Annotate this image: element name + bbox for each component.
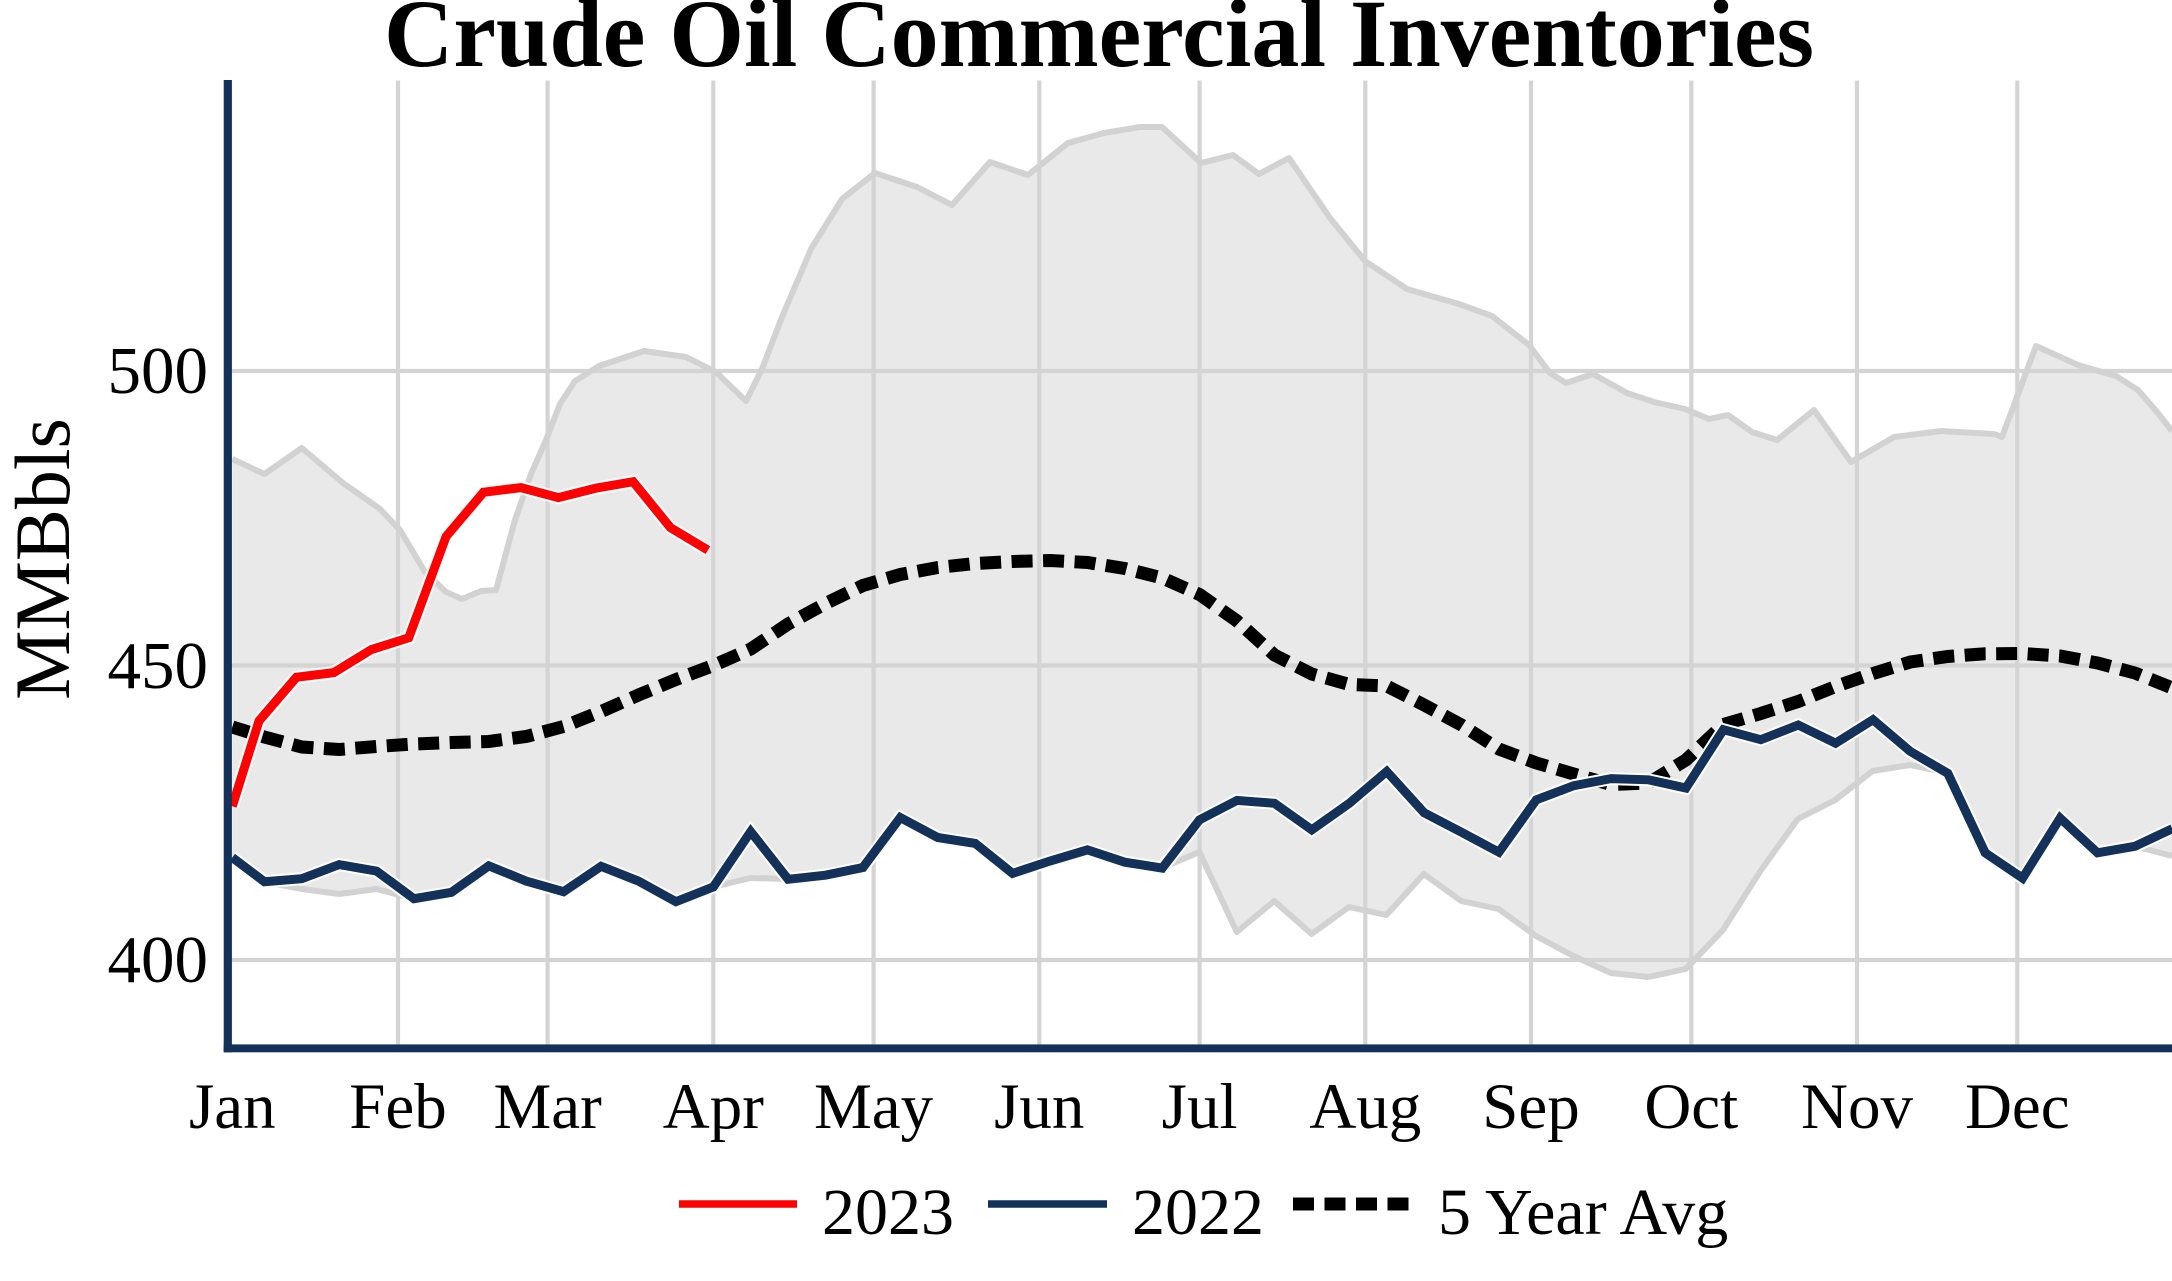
svg-text:2022: 2022: [1132, 1176, 1264, 1249]
svg-text:Sep: Sep: [1482, 1071, 1580, 1143]
svg-text:Jun: Jun: [994, 1071, 1084, 1143]
svg-text:400: 400: [108, 923, 209, 997]
svg-text:Jul: Jul: [1162, 1071, 1238, 1143]
svg-text:MMBbls: MMBbls: [0, 418, 86, 700]
svg-text:500: 500: [108, 334, 209, 408]
svg-text:450: 450: [108, 629, 209, 703]
svg-text:May: May: [814, 1071, 934, 1143]
svg-text:Crude Oil Commercial Inventori: Crude Oil Commercial Inventories: [384, 0, 1814, 87]
svg-text:Feb: Feb: [349, 1071, 447, 1143]
svg-text:Oct: Oct: [1644, 1071, 1738, 1143]
svg-text:Dec: Dec: [1965, 1071, 2070, 1143]
svg-text:2023: 2023: [822, 1176, 954, 1249]
svg-text:Mar: Mar: [493, 1071, 602, 1143]
svg-text:5 Year Avg: 5 Year Avg: [1438, 1176, 1728, 1249]
svg-text:Nov: Nov: [1801, 1071, 1913, 1143]
svg-text:Jan: Jan: [189, 1071, 276, 1143]
svg-text:Aug: Aug: [1309, 1071, 1421, 1143]
svg-text:Apr: Apr: [663, 1071, 764, 1143]
